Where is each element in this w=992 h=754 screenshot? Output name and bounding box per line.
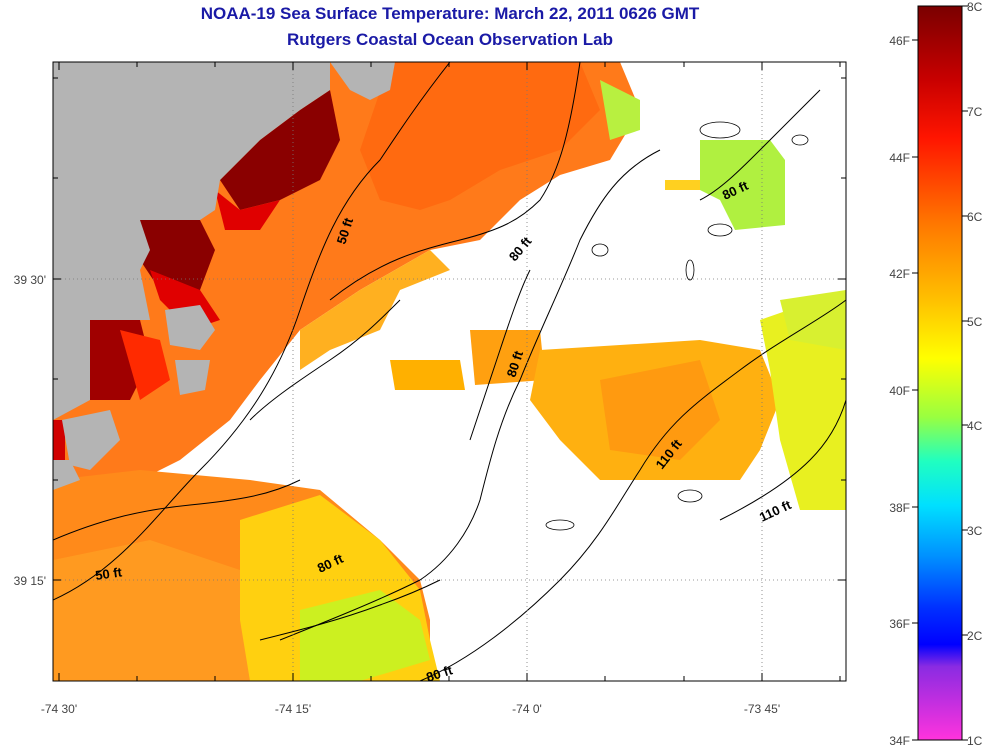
sst-field [53, 62, 846, 681]
contour-label: 50 ft [94, 564, 123, 583]
x-tick-label: -74 15' [275, 702, 311, 716]
colorbar-c-label: 6C [967, 210, 983, 224]
x-tick-label: -73 45' [744, 702, 780, 716]
colorbar-f-label: 40F [889, 384, 910, 398]
colorbar-f-label: 46F [889, 34, 910, 48]
colorbar [917, 5, 963, 741]
map-title: NOAA-19 Sea Surface Temperature: March 2… [200, 4, 700, 23]
x-tick-label: -74 30' [41, 702, 77, 716]
colorbar-c-label: 3C [967, 524, 983, 538]
y-tick-label: 39 15' [14, 574, 46, 588]
colorbar-f-label: 44F [889, 151, 910, 165]
colorbar-f-label: 42F [889, 267, 910, 281]
frame-ticks [53, 62, 846, 681]
colorbar-ticks [912, 5, 968, 741]
colorbar-c-label: 5C [967, 315, 983, 329]
colorbar-c-label: 2C [967, 629, 983, 643]
colorbar-f-label: 38F [889, 501, 910, 515]
colorbar-f-label: 34F [889, 734, 910, 748]
colorbar-c-label: 8C [967, 0, 983, 14]
colorbar-f-label: 36F [889, 617, 910, 631]
y-tick-label: 39 30' [14, 273, 46, 287]
colorbar-c-label: 4C [967, 419, 983, 433]
colorbar-c-label: 7C [967, 105, 983, 119]
map-subtitle: Rutgers Coastal Ocean Observation Lab [287, 30, 613, 49]
x-tick-label: -74 0' [512, 702, 542, 716]
colorbar-c-label: 1C [967, 734, 983, 748]
